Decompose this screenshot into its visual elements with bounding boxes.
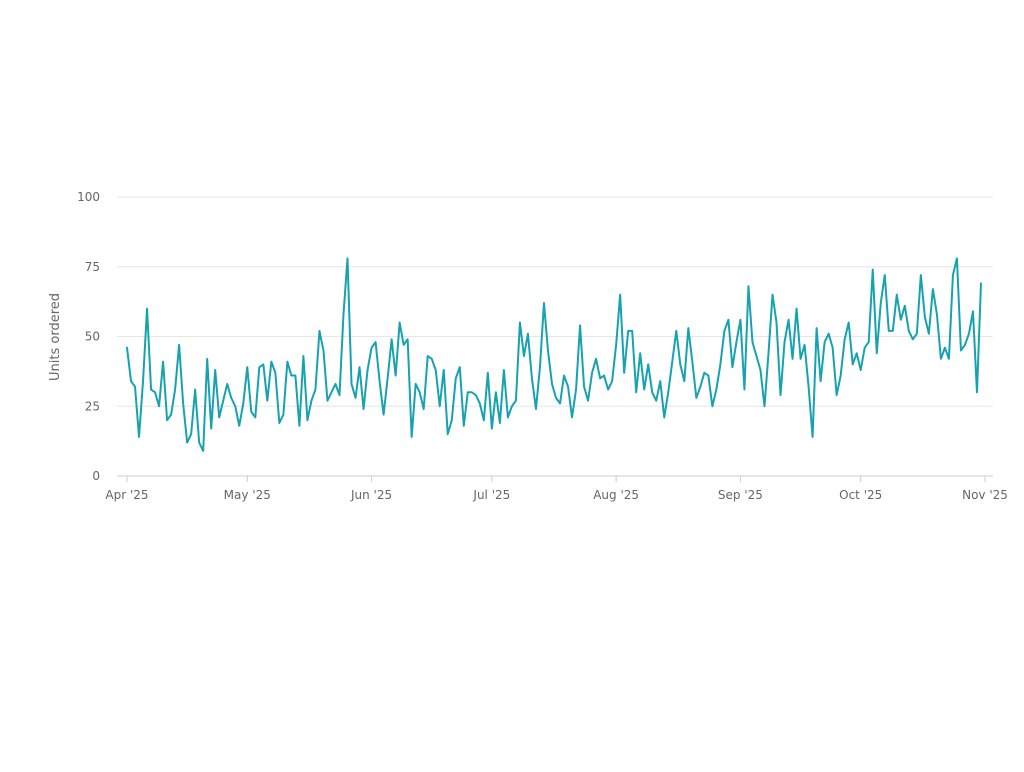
y-tick-label: 50 [85,330,100,344]
series-line-0 [126,257,982,452]
x-tick-label: Sep '25 [718,488,763,502]
x-tick-label: Jul '25 [472,488,510,502]
x-axis: Apr '25 May '25 Jun '25 Jul '25 Aug '25 Sep '… [105,476,1008,502]
x-tick-label: Oct '25 [839,488,882,502]
x-tick-label: Apr '25 [105,488,148,502]
x-tick-label: Aug '25 [593,488,639,502]
y-axis: 0 25 50 75 100 [77,190,100,483]
y-tick-label: 25 [85,399,100,413]
y-tick-label: 100 [77,190,100,204]
y-tick-label: 75 [85,260,100,274]
series-layer [126,257,982,452]
grid-lines [117,196,993,477]
x-tick-label: Jun '25 [350,488,392,502]
x-tick-label: Nov '25 [962,488,1008,502]
y-axis-title: Units ordered [48,293,63,381]
x-tick-label: May '25 [224,488,271,502]
y-tick-label: 0 [92,469,100,483]
